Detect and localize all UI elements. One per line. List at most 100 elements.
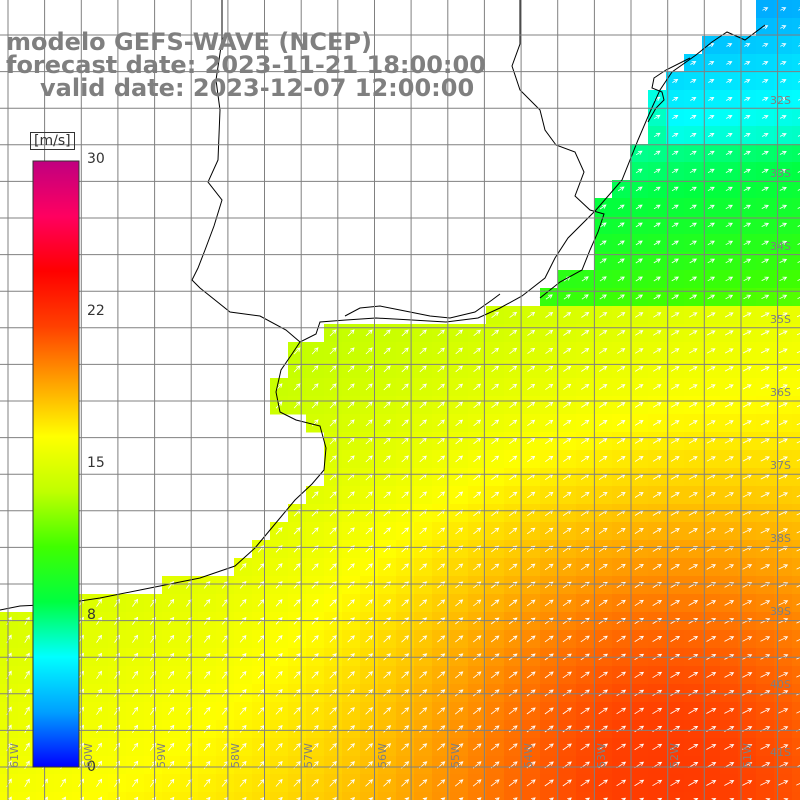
wind-arrow xyxy=(419,725,428,733)
wind-arrow xyxy=(581,348,590,354)
wind-arrow xyxy=(742,474,752,480)
wind-arrow xyxy=(311,401,319,409)
wind-arrow xyxy=(653,258,661,264)
wind-arrow xyxy=(742,564,753,570)
wind-arrow xyxy=(383,455,391,463)
wind-arrow xyxy=(581,384,590,390)
wind-arrow xyxy=(508,779,518,787)
wind-arrow xyxy=(527,437,536,445)
wind-arrow xyxy=(652,384,662,390)
wind-arrow xyxy=(275,688,283,697)
wind-arrow xyxy=(24,670,30,680)
wind-arrow xyxy=(167,724,175,733)
wind-arrow xyxy=(688,438,698,444)
wind-arrow xyxy=(508,707,518,715)
wind-arrow xyxy=(743,222,752,228)
wind-cell xyxy=(792,288,800,307)
wind-arrow xyxy=(329,491,337,499)
wind-arrow xyxy=(422,797,428,800)
wind-arrow xyxy=(580,455,590,462)
wind-arrow xyxy=(96,688,102,697)
lat-label: 36S xyxy=(770,386,791,399)
wind-arrow xyxy=(513,797,518,800)
wind-arrow xyxy=(724,564,735,570)
wind-arrow xyxy=(473,599,482,607)
wind-arrow xyxy=(726,79,733,84)
wind-arrow xyxy=(670,600,681,606)
wind-arrow xyxy=(275,778,283,787)
wind-arrow xyxy=(437,671,446,679)
wind-arrow xyxy=(311,689,319,697)
wind-arrow xyxy=(527,401,536,409)
wind-arrow xyxy=(796,693,800,696)
wind-cell xyxy=(342,792,361,800)
wind-arrow xyxy=(761,150,769,155)
wind-arrow xyxy=(365,329,373,337)
wind-arrow xyxy=(383,635,391,643)
wind-arrow xyxy=(725,222,733,228)
wind-arrow xyxy=(544,599,554,607)
wind-arrow xyxy=(599,402,608,408)
wind-arrow xyxy=(706,420,716,426)
wind-arrow xyxy=(778,384,788,390)
wind-arrow xyxy=(580,599,590,607)
wind-arrow xyxy=(652,330,662,336)
wind-cell xyxy=(432,792,451,800)
wind-arrow xyxy=(724,312,734,318)
wind-arrow xyxy=(473,437,482,445)
wind-arrow xyxy=(491,347,500,355)
wind-arrow xyxy=(634,438,644,444)
wind-arrow xyxy=(419,491,428,499)
wind-arrow xyxy=(437,491,446,499)
wind-arrow xyxy=(724,708,735,714)
wind-arrow xyxy=(760,564,771,570)
wind-cell xyxy=(792,558,800,577)
wind-arrow xyxy=(293,779,301,787)
wind-arrow xyxy=(562,581,572,589)
wind-arrow xyxy=(616,527,626,534)
lon-label: 58W xyxy=(229,743,242,768)
wind-arrow xyxy=(708,132,715,138)
wind-arrow xyxy=(653,186,661,192)
wind-arrow xyxy=(672,96,679,102)
wind-arrow xyxy=(706,636,717,642)
wind-arrow xyxy=(293,670,301,679)
wind-arrow xyxy=(257,545,265,553)
wind-arrow xyxy=(796,747,800,750)
wind-cell xyxy=(378,792,397,800)
wind-arrow xyxy=(401,401,409,409)
wind-arrow xyxy=(652,402,662,408)
wind-arrow xyxy=(24,778,30,788)
wind-arrow xyxy=(690,132,697,138)
wind-arrow xyxy=(293,706,301,715)
wind-arrow xyxy=(383,671,392,679)
wind-arrow xyxy=(599,204,607,210)
wind-arrow xyxy=(671,222,679,228)
wind-arrow xyxy=(383,329,391,337)
wind-arrow xyxy=(580,725,590,733)
wind-arrow xyxy=(311,635,319,643)
wind-arrow xyxy=(797,171,800,173)
wind-arrow xyxy=(743,150,751,155)
wind-arrow xyxy=(96,742,102,751)
wind-arrow xyxy=(744,97,751,102)
wind-arrow xyxy=(599,294,607,300)
wind-arrow xyxy=(491,329,500,337)
wind-arrow xyxy=(760,330,770,336)
wind-arrow xyxy=(724,780,735,786)
wind-arrow xyxy=(6,760,12,770)
wind-arrow xyxy=(509,365,518,373)
wind-arrow xyxy=(634,492,644,498)
wind-arrow xyxy=(724,690,735,696)
wind-arrow xyxy=(329,725,337,733)
wind-arrow xyxy=(742,438,752,444)
wind-arrow xyxy=(742,600,753,606)
wind-arrow xyxy=(419,635,428,643)
wind-cell xyxy=(792,198,800,217)
wind-arrow xyxy=(616,384,626,390)
wind-arrow xyxy=(634,599,644,607)
wind-arrow xyxy=(329,383,337,391)
wind-arrow xyxy=(490,635,500,643)
colorbar-tick-label: 22 xyxy=(87,303,105,319)
wind-arrow xyxy=(275,634,283,643)
